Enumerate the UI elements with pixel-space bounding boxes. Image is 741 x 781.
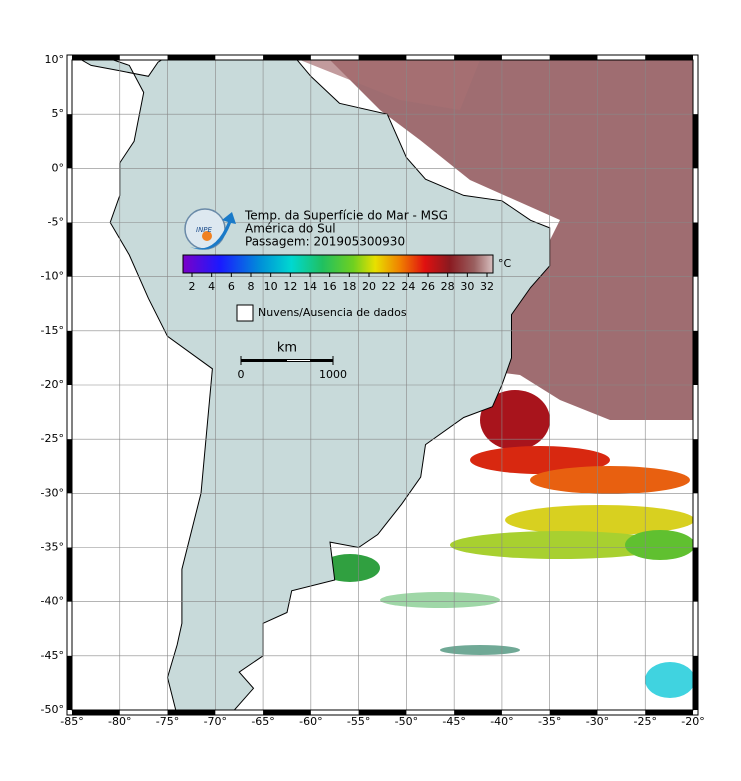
lat-tick-label: -15° <box>41 324 64 337</box>
frame-segment <box>645 55 693 60</box>
lon-tick-label: -40° <box>490 715 513 728</box>
lon-tick-label: -45° <box>442 715 465 728</box>
frame-segment <box>72 710 120 715</box>
colorbar-tick-label: 18 <box>342 280 356 293</box>
logo-text: INPE <box>196 226 213 234</box>
frame-segment <box>67 655 72 710</box>
frame-segment <box>645 710 693 715</box>
colorbar-tick-label: 14 <box>303 280 317 293</box>
colorbar-tick-label: 2 <box>189 280 196 293</box>
scale-bar-segment <box>287 360 310 361</box>
frame-segment <box>693 222 698 277</box>
frame-segment <box>67 547 72 602</box>
lat-tick-label: 10° <box>45 53 65 66</box>
lon-tick-label: -35° <box>538 715 561 728</box>
frame-segment <box>167 55 216 60</box>
colorbar-tick-label: 20 <box>362 280 376 293</box>
colorbar-tick-label: 4 <box>208 280 215 293</box>
lat-tick-label: -10° <box>41 270 64 283</box>
frame-segment <box>67 439 72 494</box>
colorbar-tick-label: 24 <box>401 280 415 293</box>
scale-tick-label: 1000 <box>319 368 347 381</box>
frame-segment <box>263 55 311 60</box>
lat-tick-label: -40° <box>41 595 64 608</box>
frame-segment <box>67 330 72 385</box>
colorbar-tick-label: 16 <box>323 280 337 293</box>
colorbar-tick-label: 6 <box>228 280 235 293</box>
lat-tick-label: -25° <box>41 432 64 445</box>
frame-segment <box>263 710 311 715</box>
scale-unit: km <box>277 341 297 356</box>
frame-segment <box>693 655 698 710</box>
frame-segment <box>693 547 698 602</box>
frame-segment <box>693 439 698 494</box>
colorbar-tick-label: 32 <box>480 280 494 293</box>
lat-tick-label: -5° <box>48 216 64 229</box>
lon-tick-label: -30° <box>586 715 609 728</box>
lon-tick-label: -55° <box>347 715 370 728</box>
frame-segment <box>454 710 502 715</box>
title-line: América do Sul <box>245 222 336 236</box>
lon-tick-label: -20° <box>681 715 704 728</box>
frame-segment <box>358 55 407 60</box>
lon-tick-label: -60° <box>299 715 322 728</box>
lon-tick-label: -85° <box>60 715 83 728</box>
frame-segment <box>67 222 72 277</box>
lat-tick-label: -35° <box>41 541 64 554</box>
colorbar-tick-label: 8 <box>248 280 255 293</box>
colorbar-unit: °C <box>498 257 512 270</box>
frame-segment <box>358 710 407 715</box>
lat-tick-label: -30° <box>41 486 64 499</box>
lat-tick-label: -50° <box>41 703 64 716</box>
map-frame <box>66 54 699 716</box>
lon-tick-label: -50° <box>395 715 418 728</box>
legend-swatch <box>236 304 254 322</box>
lon-tick-label: -75° <box>156 715 179 728</box>
colorbar-tick-label: 22 <box>382 280 396 293</box>
frame-segment <box>67 114 72 169</box>
scale-tick-label: 0 <box>238 368 245 381</box>
colorbar-tick-label: 26 <box>421 280 435 293</box>
lat-tick-label: 5° <box>52 107 65 120</box>
lat-tick-label: -20° <box>41 378 64 391</box>
lon-tick-label: -70° <box>204 715 227 728</box>
frame-border <box>71 59 694 711</box>
lon-tick-label: -80° <box>108 715 131 728</box>
title-line: Passagem: 201905300930 <box>245 235 405 249</box>
frame-segment <box>549 710 598 715</box>
lat-tick-label: -45° <box>41 649 64 662</box>
lat-tick-label: 0° <box>52 161 65 174</box>
frame-segment <box>72 55 120 60</box>
frame-segment <box>454 55 502 60</box>
colorbar <box>182 254 494 274</box>
colorbar-tick-label: 28 <box>441 280 455 293</box>
frame-segment <box>693 114 698 169</box>
legend-label: Nuvens/Ausencia de dados <box>258 306 407 319</box>
frame-segment <box>693 330 698 385</box>
frame-border <box>66 54 699 716</box>
graticule <box>72 60 693 710</box>
colorbar-tick-label: 12 <box>283 280 297 293</box>
title-line: Temp. da Superfície do Mar - MSG <box>244 209 448 223</box>
frame-segment <box>167 710 216 715</box>
colorbar-tick-label: 30 <box>460 280 474 293</box>
lon-tick-label: -25° <box>633 715 656 728</box>
colorbar-tick-label: 10 <box>264 280 278 293</box>
frame-segment <box>549 55 598 60</box>
inpe-logo: INPE <box>184 208 236 250</box>
lon-tick-label: -65° <box>251 715 274 728</box>
